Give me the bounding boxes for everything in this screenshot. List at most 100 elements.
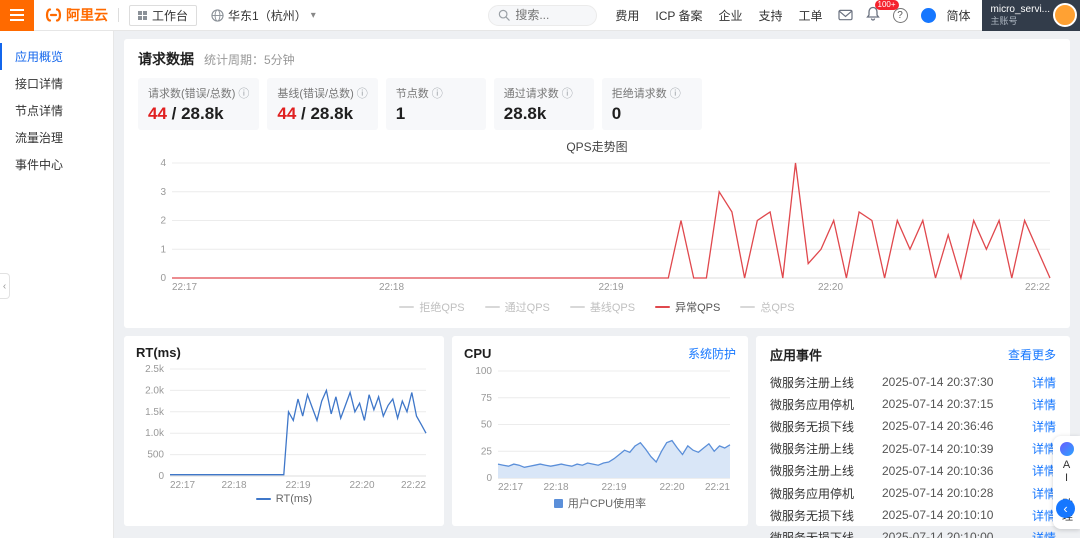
workbench-button[interactable]: 工作台	[129, 4, 198, 26]
request-card-title: 请求数据	[138, 51, 194, 67]
stat-value: 1	[395, 104, 406, 123]
search-input[interactable]	[515, 8, 588, 22]
stat-box: 请求数(错误/总数) ⓘ 44 / 28.8k	[138, 78, 260, 130]
event-row: 微服务应用停机 2025-07-14 20:37:15 详情	[770, 393, 1056, 415]
search-box[interactable]	[488, 4, 598, 26]
event-name: 微服务应用停机	[770, 397, 855, 412]
svg-text:22:20: 22:20	[349, 480, 374, 491]
stat-value: 44 / 28.8k	[148, 104, 224, 123]
svg-text:22:20: 22:20	[818, 282, 843, 293]
stat-row: 请求数(错误/总数) ⓘ 44 / 28.8k 基线(错误/总数) ⓘ 44 /…	[138, 78, 1056, 130]
sidebar-item[interactable]: 事件中心	[0, 151, 113, 178]
avatar[interactable]	[1053, 2, 1077, 27]
sidebar-item-label: 节点详情	[15, 104, 64, 118]
event-detail-link[interactable]: 详情	[1031, 375, 1056, 390]
event-detail-link[interactable]: 详情	[1031, 442, 1056, 457]
header-nav-item[interactable]: 支持	[758, 8, 783, 23]
aliyun-logo-icon	[45, 8, 62, 22]
event-detail-link[interactable]: 详情	[1031, 397, 1056, 412]
bottom-row: RT(ms) 0 500 1.0k 1.5k 2.0k 2.5k 22:17 22:18 22:…	[124, 336, 1070, 538]
svg-text:1: 1	[160, 244, 166, 255]
sidebar-item-label: 接口详情	[15, 77, 64, 91]
sidebar-item[interactable]: 接口详情	[0, 70, 113, 97]
event-name: 微服务无损下线	[770, 508, 855, 523]
svg-text:22:17: 22:17	[498, 482, 523, 493]
cpu-legend[interactable]: 用户CPU使用率	[464, 495, 736, 511]
qps-legend-item[interactable]: 基线QPS	[569, 299, 635, 315]
legend-label: 拒绝QPS	[419, 302, 465, 314]
cpu-chart: 0 25 50 75 100 22:17 22:18 22:19 22:20 22:21	[464, 365, 736, 493]
event-detail-link[interactable]: 详情	[1031, 486, 1056, 501]
event-time: 2025-07-14 20:10:10	[881, 508, 994, 523]
event-detail-link[interactable]: 详情	[1031, 508, 1056, 523]
header-nav-item[interactable]: 费用	[615, 8, 640, 23]
region-selector[interactable]: 华东1（杭州） ▾	[211, 7, 316, 24]
qps-legend-item[interactable]: 拒绝QPS	[399, 299, 465, 315]
event-time: 2025-07-14 20:10:36	[881, 463, 994, 478]
cpu-legend-marker	[553, 498, 563, 508]
language-switch[interactable]: 简体	[946, 8, 971, 23]
account-panel[interactable]: micro_servi... 主账号	[981, 0, 1080, 31]
event-row: 微服务无损下线 2025-07-14 20:10:10 详情	[770, 504, 1056, 526]
grid-icon	[138, 10, 147, 20]
hamburger-menu-icon[interactable]	[0, 0, 34, 31]
event-detail-link[interactable]: 详情	[1031, 419, 1056, 434]
sidebar-item[interactable]: 节点详情	[0, 97, 113, 124]
stat-box: 基线(错误/总数) ⓘ 44 / 28.8k	[267, 78, 378, 130]
event-row: 微服务注册上线 2025-07-14 20:10:36 详情	[770, 460, 1056, 482]
stat-value: 0	[611, 104, 622, 123]
collapse-fab[interactable]: ‹	[1056, 499, 1075, 518]
info-icon[interactable]: ⓘ	[669, 88, 681, 100]
aliyun-logo[interactable]: 阿里云	[44, 5, 108, 25]
header-nav-item[interactable]: 企业	[718, 8, 743, 23]
stat-label: 基线(错误/总数)	[277, 88, 354, 100]
qps-legend-item[interactable]: 通过QPS	[484, 299, 550, 315]
workbench-label: 工作台	[152, 8, 189, 23]
app-icon[interactable]	[920, 7, 936, 23]
rt-legend-marker	[255, 498, 271, 500]
svg-text:25: 25	[481, 446, 493, 457]
globe-icon	[211, 8, 224, 22]
help-icon[interactable]: ?	[892, 7, 908, 23]
stat-period: 统计周期：5分钟	[204, 53, 295, 67]
stat-label: 通过请求数	[503, 88, 559, 100]
cpu-card: CPU 系统防护 0 25 50 75 100 22:17 22:18 22:19 22:20 2…	[452, 336, 748, 526]
event-time: 2025-07-14 20:36:46	[881, 419, 994, 434]
qps-legend-item[interactable]: 异常QPS	[655, 299, 720, 315]
system-protection-link[interactable]: 系统防护	[687, 347, 736, 361]
rt-legend[interactable]: RT(ms)	[136, 493, 432, 505]
info-icon[interactable]: ⓘ	[431, 88, 443, 100]
notifications[interactable]: 100+	[865, 0, 899, 24]
main-content: 请求数据 统计周期：5分钟 请求数(错误/总数) ⓘ 44 / 28.8k 基线…	[114, 31, 1080, 538]
header-nav-item[interactable]: 工单	[798, 8, 823, 23]
stat-value: 44 / 28.8k	[277, 104, 354, 123]
event-detail-link[interactable]: 详情	[1031, 464, 1056, 479]
bell-icon	[865, 6, 880, 21]
svg-text:22:22: 22:22	[401, 480, 426, 491]
event-time: 2025-07-14 20:10:00	[881, 530, 994, 538]
svg-text:2.0k: 2.0k	[145, 385, 165, 396]
info-icon[interactable]: ⓘ	[356, 88, 368, 100]
event-row: 微服务无损下线 2025-07-14 20:36:46 详情	[770, 415, 1056, 437]
qps-legend-item[interactable]: 总QPS	[740, 299, 795, 315]
legend-label: 通过QPS	[504, 302, 550, 314]
account-name: micro_servi...	[990, 3, 1050, 15]
sidebar-collapse-handle[interactable]: ‹	[0, 273, 10, 299]
legend-marker	[740, 306, 756, 308]
search-icon	[499, 9, 511, 21]
header-nav: 费用 ICP 备案 企业 支持 工单	[615, 7, 822, 24]
sidebar-item[interactable]: 应用概览	[0, 43, 113, 70]
svg-text:2.5k: 2.5k	[145, 364, 165, 375]
stat-box: 拒绝请求数 ⓘ 0	[601, 78, 702, 130]
svg-text:22:21: 22:21	[705, 482, 730, 493]
stat-label: 节点数	[395, 88, 429, 100]
sidebar-item[interactable]: 流量治理	[0, 124, 113, 151]
view-more-link[interactable]: 查看更多	[1007, 348, 1056, 362]
info-icon[interactable]: ⓘ	[561, 88, 573, 100]
event-detail-link[interactable]: 详情	[1031, 530, 1056, 538]
info-icon[interactable]: ⓘ	[238, 88, 250, 100]
message-icon[interactable]	[837, 9, 853, 22]
chevron-left-icon: ‹	[2, 280, 7, 292]
header-nav-item[interactable]: ICP 备案	[655, 8, 703, 23]
